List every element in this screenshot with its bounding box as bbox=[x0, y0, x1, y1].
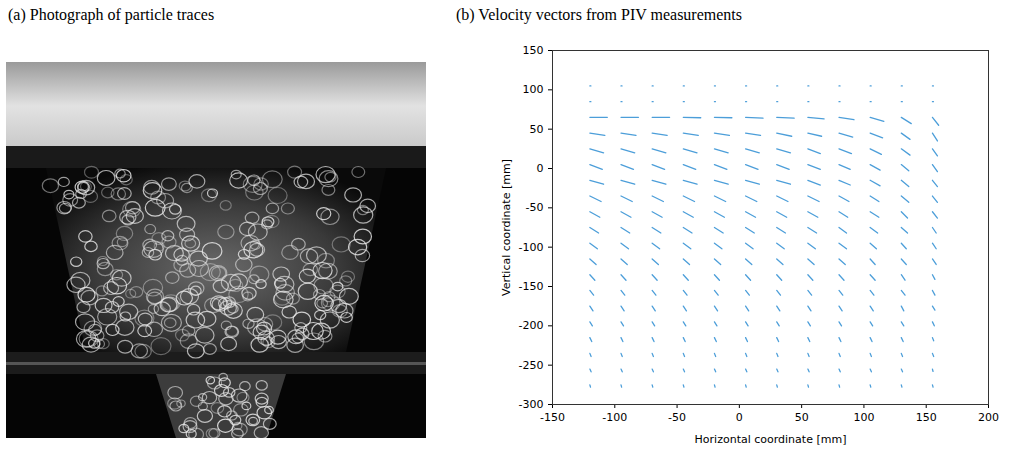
html-text:(b) Velocity vectors from PIV: (b) Velocity vectors from PIV measuremen… bbox=[456, 6, 742, 23]
svg-text:-150: -150 bbox=[540, 411, 565, 424]
svg-text:150: 150 bbox=[916, 411, 937, 424]
svg-text:Vertical coordinate [mm]: Vertical coordinate [mm] bbox=[500, 159, 513, 296]
svg-text:-150: -150 bbox=[519, 280, 544, 293]
svg-text:-250: -250 bbox=[519, 359, 544, 372]
svg-text:50: 50 bbox=[795, 411, 809, 424]
html-text:(a) Photograph of particle tra: (a) Photograph of particle traces bbox=[8, 6, 215, 23]
svg-text:-300: -300 bbox=[519, 398, 544, 411]
svg-text:100: 100 bbox=[523, 83, 544, 96]
svg-text:150: 150 bbox=[523, 44, 544, 57]
svg-text:-50: -50 bbox=[668, 411, 686, 424]
svg-text:50: 50 bbox=[530, 123, 544, 136]
svg-text:0: 0 bbox=[537, 162, 544, 175]
svg-text:200: 200 bbox=[978, 411, 999, 424]
svg-text:-200: -200 bbox=[519, 319, 544, 332]
svg-text:0: 0 bbox=[736, 411, 743, 424]
svg-text:-100: -100 bbox=[602, 411, 627, 424]
svg-text:100: 100 bbox=[853, 411, 874, 424]
svg-text:-50: -50 bbox=[526, 201, 544, 214]
svg-text:-100: -100 bbox=[519, 241, 544, 254]
svg-text:Horizontal coordinate [mm]: Horizontal coordinate [mm] bbox=[695, 433, 847, 446]
